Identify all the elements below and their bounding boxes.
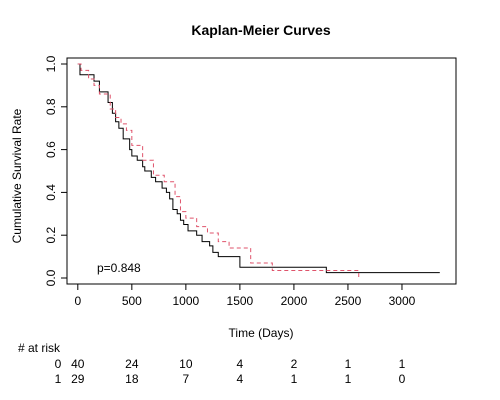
y-tick-label: 1.0 bbox=[44, 55, 58, 72]
y-tick-label: 0.8 bbox=[44, 98, 58, 115]
risk-count: 4 bbox=[237, 357, 244, 371]
risk-count: 1 bbox=[291, 372, 298, 386]
risk-count: 1 bbox=[345, 372, 352, 386]
risk-count: 40 bbox=[71, 357, 85, 371]
risk-count: 1 bbox=[345, 357, 352, 371]
x-tick-label: 3000 bbox=[389, 294, 416, 308]
y-tick-label: 0.4 bbox=[44, 184, 58, 201]
x-axis: 0 500 1000 1500 2000 2500 3000 bbox=[74, 284, 415, 308]
x-axis-label: Time (Days) bbox=[229, 326, 294, 340]
risk-row-label: 1 bbox=[55, 372, 62, 386]
x-tick-label: 1500 bbox=[227, 294, 254, 308]
y-tick-label: 0.2 bbox=[44, 227, 58, 244]
risk-count: 0 bbox=[399, 372, 406, 386]
y-tick-label: 0.6 bbox=[44, 141, 58, 158]
risk-count: 24 bbox=[125, 357, 139, 371]
risk-count: 29 bbox=[71, 372, 85, 386]
risk-row-label: 0 bbox=[55, 357, 62, 371]
risk-table-header: # at risk bbox=[18, 341, 61, 355]
y-tick-label: 0.0 bbox=[44, 269, 58, 286]
risk-count: 4 bbox=[237, 372, 244, 386]
plot-frame bbox=[67, 58, 456, 284]
risk-count: 18 bbox=[125, 372, 139, 386]
x-tick-label: 0 bbox=[74, 294, 81, 308]
y-axis: 0.0 0.2 0.4 0.6 0.8 1.0 bbox=[44, 55, 67, 286]
x-tick-label: 1000 bbox=[173, 294, 200, 308]
survival-curve-0 bbox=[78, 64, 440, 273]
y-axis-label: Cumulative Survival Rate bbox=[10, 108, 24, 243]
x-tick-label: 2000 bbox=[281, 294, 308, 308]
x-tick-label: 2500 bbox=[335, 294, 362, 308]
survival-curve-1 bbox=[78, 64, 359, 278]
risk-count: 7 bbox=[183, 372, 190, 386]
risk-table: # at risk 0 40 24 10 4 2 1 11 29 18 7 4 1 1 0 bbox=[18, 341, 406, 386]
risk-count: 1 bbox=[399, 357, 406, 371]
p-value-annotation: p=0.848 bbox=[97, 261, 141, 275]
risk-count: 10 bbox=[179, 357, 193, 371]
x-tick-label: 500 bbox=[122, 294, 142, 308]
risk-count: 2 bbox=[291, 357, 298, 371]
survival-curves bbox=[78, 64, 440, 278]
chart-title: Kaplan-Meier Curves bbox=[191, 22, 330, 38]
